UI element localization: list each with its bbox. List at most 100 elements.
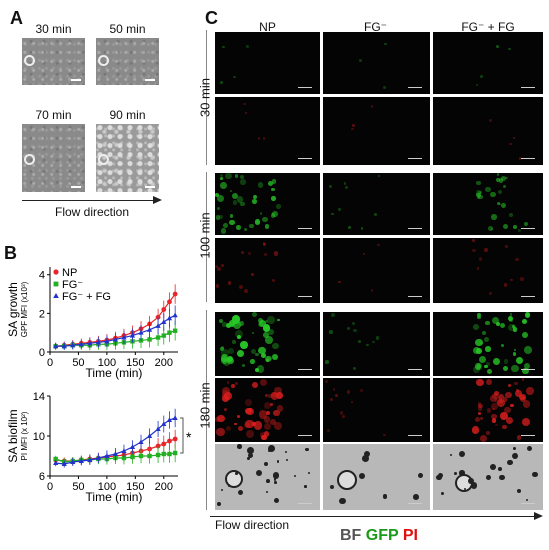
pi-signal [476, 267, 480, 270]
pi-signal [359, 388, 364, 393]
pi-signal [492, 407, 495, 411]
x-tick-label: 50 [72, 481, 84, 493]
pi-signal [521, 378, 525, 381]
pi-signal [515, 258, 519, 262]
bacteria-cluster [449, 454, 452, 457]
gfp-signal [265, 319, 269, 323]
pi-signal [245, 419, 254, 428]
gfp-signal [232, 200, 238, 206]
data-point [112, 451, 119, 456]
pi-signal [277, 405, 284, 412]
gfp-signal [232, 75, 236, 79]
gfp-signal [256, 365, 265, 373]
data-point [138, 439, 144, 444]
pi-signal [497, 399, 506, 407]
bacteria-cluster [273, 477, 277, 481]
gfp-signal [513, 352, 517, 356]
gfp-signal [250, 359, 255, 364]
channel-bf: BF [340, 527, 362, 544]
pi-signal [261, 434, 268, 441]
pi-signal [376, 243, 380, 247]
bacteria-cluster [459, 470, 465, 476]
gfp-signal [473, 366, 481, 374]
pi-signal [237, 414, 241, 418]
x-tick-label: 100 [98, 481, 116, 493]
gfp-signal [225, 173, 232, 180]
pi-signal [495, 423, 498, 427]
row-divider-30 [206, 30, 207, 165]
gfp-signal [221, 357, 228, 364]
gfp-signal [476, 180, 481, 186]
gfp-signal [228, 320, 236, 327]
gfp-signal [264, 224, 270, 230]
data-point [112, 336, 119, 342]
pi-signal [244, 111, 248, 115]
gfp-signal [508, 212, 514, 218]
data-point [166, 315, 173, 321]
x-tick-label: 100 [98, 357, 116, 369]
x-tick-label: 0 [47, 357, 53, 369]
pi-signal [351, 124, 355, 127]
bacteria-cluster [413, 494, 419, 501]
gfp-signal [244, 228, 248, 232]
gfp-signal [491, 316, 499, 325]
pi-signal [273, 251, 278, 256]
scale-bar [298, 503, 312, 504]
gfp-signal [522, 367, 529, 375]
gfp-signal [234, 330, 244, 339]
pi-signal [243, 102, 246, 106]
data-point [155, 335, 161, 340]
pi-signal [509, 142, 512, 146]
bacteria-cluster [304, 485, 308, 488]
chart-sa-biofilm: 0 50 100 150 200 6 10 14 Time (min) SA biofilm PI … [6, 391, 192, 504]
gfp-signal [473, 347, 481, 355]
gfp-signal [271, 178, 277, 184]
bacteria-cluster [471, 482, 478, 489]
bacteria-cluster [246, 457, 250, 460]
gfp-signal [246, 45, 250, 48]
bacteria-cluster [266, 491, 269, 494]
bacteria-cluster [517, 489, 522, 494]
pi-signal [502, 397, 508, 402]
data-point [147, 453, 152, 459]
pi-signal [485, 379, 493, 386]
pi-signal [383, 433, 386, 437]
data-point [53, 343, 59, 349]
gfp-signal [226, 355, 234, 363]
gfp-signal [237, 350, 245, 357]
gfp-signal [485, 186, 491, 193]
gfp-signal [524, 221, 529, 226]
time-label-70: 70 min [35, 108, 72, 122]
image-pi-100min-col3 [433, 238, 543, 303]
pi-signal [519, 393, 526, 401]
scale-bar [521, 503, 535, 504]
bacteria-cluster [453, 471, 458, 476]
gfp-signal [337, 208, 341, 212]
pi-signal [270, 392, 279, 400]
bacteria-cluster [285, 450, 288, 454]
data-point [147, 337, 152, 342]
pi-signal [362, 252, 366, 256]
data-point [146, 433, 153, 438]
gfp-signal [507, 316, 513, 322]
legend-label: FG⁻ + FG [62, 291, 111, 303]
pi-signal [259, 410, 268, 419]
pi-signal [216, 267, 221, 272]
scale-bar [408, 87, 422, 88]
gfp-signal [217, 194, 225, 202]
gfp-signal [512, 327, 517, 332]
gfp-signal [238, 320, 245, 326]
bacteria-cluster [418, 473, 423, 479]
gfp-signal [346, 326, 350, 330]
pi-signal [479, 416, 483, 420]
y-tick-label: 14 [33, 391, 45, 403]
gfp-signal [521, 332, 529, 339]
y-tick-label: 6 [39, 471, 45, 483]
bacteria-cluster [440, 491, 444, 495]
gfp-signal [252, 312, 258, 318]
gfp-signal [358, 59, 362, 62]
bacteria-cluster [526, 445, 532, 451]
series-line-1 [55, 452, 176, 463]
pi-signal [490, 403, 498, 411]
